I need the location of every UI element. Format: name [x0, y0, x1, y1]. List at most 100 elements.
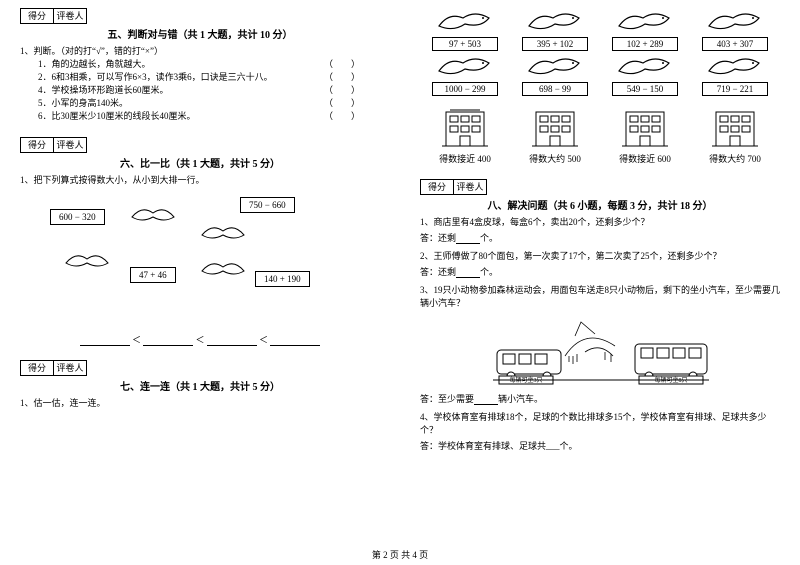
paren: （ ） [324, 97, 360, 110]
sec8-q2: 2、王师傅做了80个面包，第一次卖了17个，第二次卖了25个，还剩多少个？ [420, 250, 780, 263]
dove-row-2: 1000 − 299 698 − 99 549 − 150 719 − 221 [420, 53, 780, 96]
sec8-a1: 答：还剩 个。 [420, 231, 780, 244]
dove-icon [435, 8, 495, 36]
compare-line: ＜ ＜ ＜ [20, 333, 380, 346]
sec8-a2: 答：还剩个。 [420, 265, 780, 278]
sec6-lead: 1、把下列算式按得数大小，从小到大排一行。 [20, 174, 380, 187]
dove-icon [615, 53, 675, 81]
sec5-item5: 6．比30厘米少10厘米的线段长40厘米。 （ ） [20, 110, 380, 123]
bird-icon [130, 203, 176, 231]
dove-icon [705, 53, 765, 81]
expr-box-1: 600 − 320 [50, 209, 105, 225]
sec5-item4-text: 5．小军的身高140米。 [38, 98, 128, 108]
score-box-sec8: 得分 评卷人 [420, 179, 780, 195]
blank [207, 345, 257, 346]
sec8-q3: 3、19只小动物参加森林运动会，用面包车送走8只小动物后，剩下的坐小汽车，至少需… [420, 284, 780, 310]
building-icon [706, 106, 764, 150]
sec5-item3-text: 4．学校操场环形跑道长60厘米。 [38, 85, 169, 95]
left-column: 得分 评卷人 五、判断对与错（共 1 大题，共计 10 分） 1、判断。（对的打… [0, 0, 400, 565]
sec7-lead: 1、估一估，连一连。 [20, 397, 380, 410]
score-box-sec5: 得分 评卷人 [20, 8, 380, 24]
sec5-item2-text: 2．6和3相乘，可以写作6×3，读作3乘6，口诀是三六十八。 [38, 72, 273, 82]
building-icon [616, 106, 674, 150]
dove-icon [435, 53, 495, 81]
building-icon [436, 106, 494, 150]
building-4: 得数大约 700 [706, 106, 764, 165]
building-label: 得数大约 700 [706, 152, 764, 165]
bird-icon [200, 257, 246, 285]
building-3: 得数接近 600 [616, 106, 674, 165]
dove-expr: 395 + 102 [522, 37, 588, 51]
dove-expr: 97 + 503 [432, 37, 498, 51]
dove-icon [705, 8, 765, 36]
sec8-a3: 答：至少需要辆小汽车。 [420, 392, 780, 405]
dove-7: 549 − 150 [612, 53, 678, 96]
sec5-item3: 4．学校操场环形跑道长60厘米。 （ ） [20, 84, 380, 97]
dove-6: 698 − 99 [522, 53, 588, 96]
bird-icon [200, 221, 246, 249]
dove-3: 102 + 289 [612, 8, 678, 51]
bird-icon [64, 249, 110, 277]
a1-pre: 答：还剩 [420, 233, 456, 243]
section5-title: 五、判断对与错（共 1 大题，共计 10 分） [20, 26, 380, 41]
grader-cell: 评卷人 [53, 137, 87, 153]
score-box-sec7: 得分 评卷人 [20, 360, 380, 376]
grader-cell: 评卷人 [53, 8, 87, 24]
score-cell: 得分 [20, 8, 54, 24]
building-2: 得数大约 500 [526, 106, 584, 165]
blank [143, 345, 193, 346]
sec8-a4: 答：学校体育室有排球、足球共___个。 [420, 439, 780, 452]
dove-expr: 102 + 289 [612, 37, 678, 51]
sec8-q1: 1、商店里有4盒皮球，每盒6个，卖出20个，还剩多少个？ [420, 216, 780, 229]
sec5-lead: 1、判断。（对的打“√”，错的打“×”） [20, 45, 380, 58]
a1-suf: 个。 [480, 233, 498, 243]
section8-title: 八、解决问题（共 6 小题，每题 3 分，共计 18 分） [420, 197, 780, 212]
dove-expr: 1000 − 299 [432, 82, 498, 96]
blank [80, 345, 130, 346]
sec5-item4: 5．小军的身高140米。 （ ） [20, 97, 380, 110]
paren: （ ） [324, 58, 360, 71]
blank [456, 277, 480, 278]
building-row: 得数接近 400 得数大约 500 得数接近 600 得数大约 700 [420, 106, 780, 165]
score-box-sec6: 得分 评卷人 [20, 137, 380, 153]
grader-cell: 评卷人 [453, 179, 487, 195]
sec5-item1-text: 1．角的边越长，角就越大。 [38, 59, 151, 69]
building-icon [526, 106, 584, 150]
dove-icon [525, 8, 585, 36]
sec5-item5-text: 6．比30厘米少10厘米的线段长40厘米。 [38, 111, 196, 121]
section7-title: 七、连一连（共 1 大题，共计 5 分） [20, 378, 380, 393]
dove-expr: 403 + 307 [702, 37, 768, 51]
section6-title: 六、比一比（共 1 大题，共计 5 分） [20, 155, 380, 170]
page-footer: 第 2 页 共 4 页 [0, 548, 800, 561]
sec5-item2: 2．6和3相乘，可以写作6×3，读作3乘6，口诀是三六十八。 （ ） [20, 71, 380, 84]
right-column: 97 + 503 395 + 102 102 + 289 403 + 307 1… [400, 0, 800, 565]
blank [270, 345, 320, 346]
sec8-q4: 4、学校体育室有排球18个，足球的个数比排球多15个，学校体育室有排球、足球共多… [420, 411, 780, 437]
dove-icon [615, 8, 675, 36]
a2-pre: 答：还剩 [420, 267, 456, 277]
building-label: 得数大约 500 [526, 152, 584, 165]
lt: ＜ [259, 335, 268, 345]
dove-row-1: 97 + 503 395 + 102 102 + 289 403 + 307 [420, 8, 780, 51]
building-label: 得数接近 600 [616, 152, 674, 165]
building-label: 得数接近 400 [436, 152, 494, 165]
dove-5: 1000 − 299 [432, 53, 498, 96]
dove-icon [525, 53, 585, 81]
expr-box-3: 47 + 46 [130, 267, 176, 283]
lt: ＜ [132, 335, 141, 345]
dove-4: 403 + 307 [702, 8, 768, 51]
sec5-item1: 1．角的边越长，角就越大。 （ ） [20, 58, 380, 71]
score-cell: 得分 [20, 137, 54, 153]
bird-diagram: 600 − 320 750 − 660 47 + 46 140 + 190 [40, 193, 360, 323]
paren: （ ） [324, 84, 360, 97]
score-cell: 得分 [20, 360, 54, 376]
dove-1: 97 + 503 [432, 8, 498, 51]
dove-expr: 549 − 150 [612, 82, 678, 96]
dove-2: 395 + 102 [522, 8, 588, 51]
paren: （ ） [324, 110, 360, 123]
paren: （ ） [324, 71, 360, 84]
blank [456, 243, 480, 244]
building-1: 得数接近 400 [436, 106, 494, 165]
grader-cell: 评卷人 [53, 360, 87, 376]
worksheet-page: 得分 评卷人 五、判断对与错（共 1 大题，共计 10 分） 1、判断。（对的打… [0, 0, 800, 565]
